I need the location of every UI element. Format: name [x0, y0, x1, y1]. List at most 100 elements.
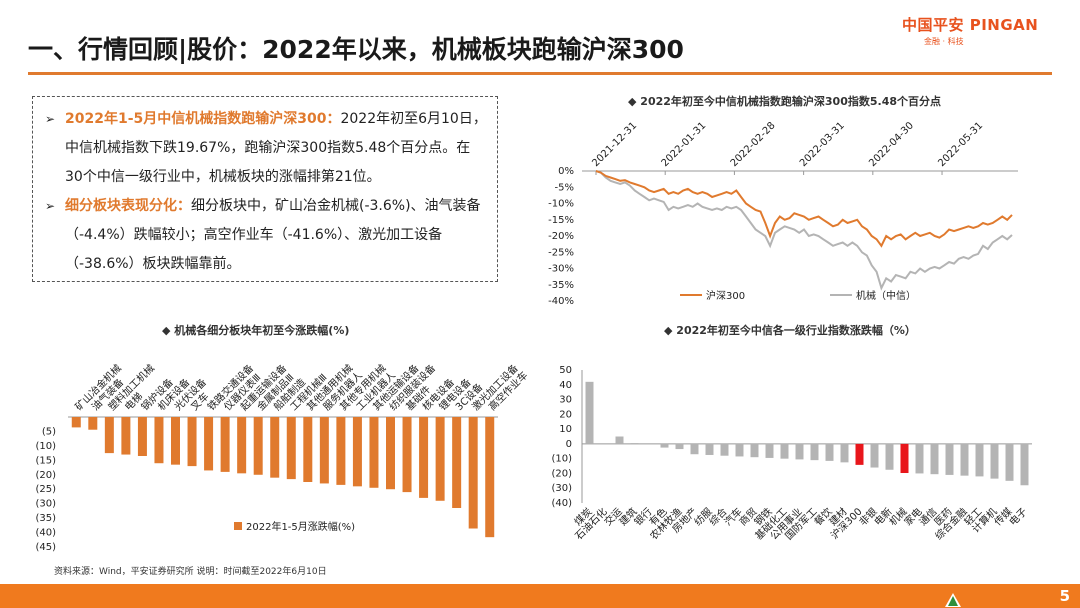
- bar: [220, 417, 230, 472]
- y-tick-label: -25%: [548, 247, 574, 258]
- bar: [104, 417, 114, 454]
- bar: [319, 417, 329, 484]
- bar: [840, 443, 849, 463]
- y-tick-label: (10): [35, 441, 56, 452]
- bar: [975, 443, 984, 477]
- bar: [930, 443, 939, 475]
- y-tick-label: 30: [559, 395, 572, 406]
- bar: [795, 443, 804, 460]
- y-tick-label: (20): [35, 470, 56, 481]
- bar: [386, 417, 395, 490]
- summary-point-2-body: 细分板块中，矿山冶金机械(-3.6%)、油气装备（-4.4%）跌幅较小；高空作业…: [65, 198, 481, 272]
- industry-bar-chart: 50403020100(10)(20)(30)(40)煤炭石油石化交运建筑银行有…: [551, 365, 1032, 542]
- y-tick-label: (5): [42, 426, 56, 437]
- bar: [675, 443, 684, 450]
- bar: [945, 443, 954, 475]
- y-tick-label: -20%: [548, 231, 574, 242]
- page-title: 一、行情回顾|股价：2022年以来，机械板块跑输沪深300: [28, 35, 684, 64]
- tree-icon: [945, 593, 961, 607]
- y-tick-label: 0%: [558, 166, 574, 177]
- bar: [485, 417, 495, 538]
- bar: [780, 443, 789, 459]
- y-tick-label: -35%: [548, 280, 574, 291]
- bar: [1020, 443, 1029, 486]
- bar: [352, 417, 362, 487]
- bar: [885, 443, 894, 470]
- bar: [900, 443, 909, 474]
- y-tick-label: -15%: [548, 215, 574, 226]
- bar: [286, 417, 296, 480]
- x-tick-label: 2022-05-31: [936, 120, 985, 169]
- bar: [187, 417, 197, 467]
- bar: [237, 417, 247, 474]
- bar: [171, 417, 180, 465]
- bar: [154, 417, 164, 464]
- x-tick-label: 2022-02-28: [729, 120, 778, 169]
- bar: [735, 443, 744, 457]
- bar: [690, 443, 699, 455]
- bar: [720, 443, 729, 456]
- bar: [303, 417, 313, 482]
- bar: [468, 417, 478, 529]
- bar: [810, 443, 819, 461]
- y-tick-label: (40): [35, 528, 56, 539]
- bar: [870, 443, 879, 468]
- y-tick-label: (20): [551, 468, 572, 479]
- bar: [336, 417, 346, 485]
- bar: [960, 443, 969, 476]
- bar: [990, 443, 999, 479]
- bullet-arrow-icon: ➢: [45, 199, 56, 213]
- bar: [270, 417, 280, 478]
- bar: [435, 417, 445, 501]
- bar: [660, 443, 669, 448]
- summary-point-2-head: 细分板块表现分化：: [65, 198, 191, 214]
- y-tick-label: 40: [559, 380, 572, 391]
- x-tick-label: 2022-01-31: [660, 120, 709, 169]
- legend-label: 机械（中信）: [856, 289, 916, 302]
- y-tick-label: (35): [35, 513, 56, 524]
- subsector-bar-chart: (5)(10)(15)(20)(25)(30)(35)(40)(45)矿山冶金机…: [35, 362, 530, 553]
- series-line: [595, 170, 1013, 291]
- bar: [855, 443, 864, 465]
- y-tick-label: -40%: [548, 296, 574, 307]
- bar: [585, 381, 594, 444]
- bar: [369, 417, 379, 488]
- y-tick-label: 50: [559, 365, 572, 376]
- bar: [452, 417, 462, 508]
- y-tick-label: (45): [35, 542, 56, 553]
- bar: [1005, 443, 1014, 481]
- bar: [630, 443, 639, 444]
- line-chart-title: ◆ 2022年初至今中信机械指数跑输沪深300指数5.48个百分点: [628, 95, 942, 108]
- bar: [705, 443, 714, 455]
- line-chart: 0% -5% -10% -15% -20% -25% -30% -35% -40% 2021-12…: [548, 120, 1018, 307]
- summary-point-1-head: 2022年1-5月中信机械指数跑输沪深300：: [65, 111, 341, 127]
- company-logo: 中国平安 PINGAN 金融 · 科技: [902, 14, 1062, 54]
- y-tick-label: -10%: [548, 199, 574, 210]
- y-tick-label: 20: [559, 409, 572, 420]
- x-tick-label: 2022-03-31: [798, 120, 847, 169]
- y-tick-label: (25): [35, 484, 56, 495]
- x-tick-label: 2021-12-31: [590, 120, 639, 169]
- y-tick-label: (30): [35, 499, 56, 510]
- x-tick-label: 2022-04-30: [867, 120, 916, 169]
- bar: [765, 443, 774, 458]
- legend-label: 2022年1-5月涨跌幅(%): [246, 520, 355, 533]
- y-tick-label: 10: [559, 424, 572, 435]
- subsector-chart-title: ◆ 机械各细分板块年初至今涨跌幅(%): [162, 324, 350, 337]
- y-tick-label: (15): [35, 455, 56, 466]
- y-tick-label: -5%: [555, 182, 574, 193]
- y-tick-label: -30%: [548, 264, 574, 275]
- logo-text: 中国平安 PINGAN: [902, 16, 1039, 34]
- page-number: 5: [1059, 587, 1070, 605]
- summary-point-2: ➢ 细分板块表现分化：细分板块中，矿山冶金机械(-3.6%)、油气装备（-4.4…: [45, 192, 487, 279]
- y-tick-label: (40): [551, 498, 572, 509]
- footer-bar: [0, 584, 1080, 608]
- bar: [615, 436, 624, 444]
- legend-label: 沪深300: [706, 289, 745, 302]
- bar: [825, 443, 834, 461]
- y-tick-label: 0: [566, 439, 572, 450]
- y-tick-label: (30): [551, 483, 572, 494]
- bar: [88, 417, 98, 430]
- logo-subtext: 金融 · 科技: [924, 37, 964, 46]
- summary-point-1-body: 2022年初至6月10日，中信机械指数下跌19.67%，跑输沪深300指数5.4…: [65, 111, 487, 185]
